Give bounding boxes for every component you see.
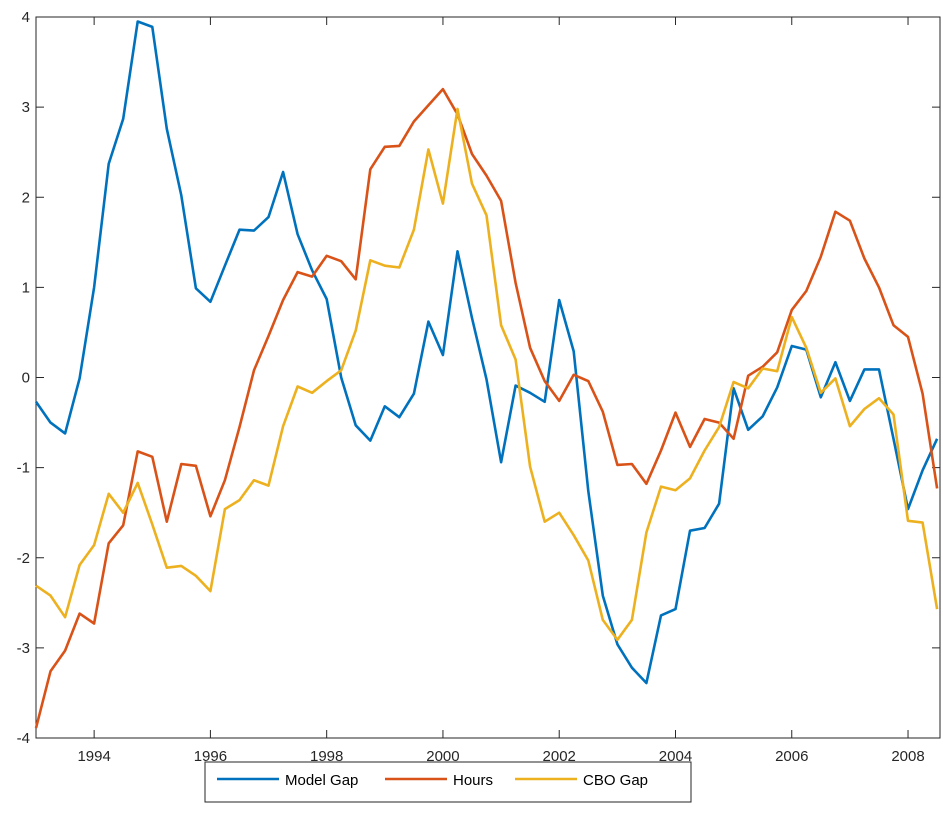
series-line-model-gap: [34, 20, 939, 685]
y-axis: -4 -3 -2 -1 0 1 2 3 4: [17, 9, 940, 747]
x-tick-label: 1998: [310, 748, 343, 765]
x-tick-label: 2008: [891, 748, 924, 765]
y-tick-label: -1: [17, 460, 30, 477]
legend-label: CBO Gap: [583, 772, 648, 789]
y-tick-label: 2: [22, 189, 30, 206]
y-tick-label: 1: [22, 279, 30, 296]
plot-area: [34, 20, 939, 729]
series-line-hours: [34, 87, 939, 729]
legend-label: Model Gap: [285, 772, 358, 789]
x-axis: 1994 1996 1998 2000 2002 2004 2006 2008: [77, 17, 925, 765]
y-tick-label: -3: [17, 640, 30, 657]
axes-box: [35, 16, 941, 739]
legend-box: [204, 761, 692, 803]
axes-frame: [35, 16, 941, 739]
x-tick-label: 2002: [543, 748, 576, 765]
x-tick-label: 1996: [194, 748, 227, 765]
y-tick-label: 4: [22, 9, 30, 26]
y-tick-label: -2: [17, 550, 30, 567]
y-tick-label: 0: [22, 370, 30, 387]
legend: Model Gap Hours CBO Gap: [204, 761, 692, 803]
legend-label: Hours: [453, 772, 493, 789]
x-tick-label: 2006: [775, 748, 808, 765]
x-tick-label: 2004: [659, 748, 692, 765]
y-tick-label: 3: [22, 99, 30, 116]
series-line-cbo-gap: [35, 107, 939, 642]
y-tick-label: -4: [17, 730, 30, 747]
x-tick-label: 2000: [426, 748, 459, 765]
x-tick-label: 1994: [77, 748, 110, 765]
